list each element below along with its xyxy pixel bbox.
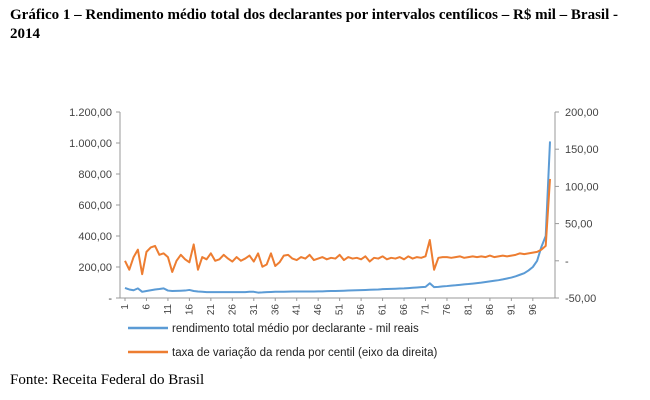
legend: rendimento total médio por declarante - … [128,323,437,359]
legend-label-series-2: taxa de variação da renda por centil (ei… [172,347,437,359]
left-tick-label: 400,00 [78,231,112,243]
x-tick-label: 76 [442,304,453,316]
chart-title: Gráfico 1 – Rendimento médio total dos d… [10,7,618,42]
left-tick-label: 800,00 [78,169,112,181]
source-note: Fonte: Receita Federal do Brasil [10,372,205,388]
x-tick-label: 56 [356,304,367,316]
x-tick-label: 16 [184,304,195,316]
x-tick-label: 66 [399,304,410,316]
series-line-rendimento [124,141,551,294]
x-tick-label: 26 [227,304,238,316]
x-tick-label: 41 [292,304,303,316]
x-tick-label: 51 [335,304,346,316]
right-tick-label: 50,00 [565,219,593,231]
x-tick-label: 91 [506,304,517,316]
x-tick-label: 21 [206,304,217,316]
x-tick-label: 96 [528,304,539,316]
x-tick-label: 46 [313,304,324,316]
left-tick-label: 600,00 [78,200,112,212]
right-tick-label: -50,00 [565,293,596,305]
x-tick-label: 6 [141,304,152,310]
x-tick-label: 71 [421,304,432,316]
right-tick-label: 100,00 [565,181,599,193]
right-tick-label: 150,00 [565,144,599,156]
left-tick-label: 1.000,00 [69,138,112,150]
x-tick-label: 86 [485,304,496,316]
legend-label-series-1: rendimento total médio por declarante - … [172,323,419,335]
series-line-taxa-variacao [124,178,551,276]
x-tick-label: 1 [120,304,131,310]
x-tick-label: 31 [249,304,260,316]
x-tick-label: 11 [163,304,174,315]
x-tick-label: 81 [463,304,474,316]
plot-area [124,141,551,294]
x-tick-label: 36 [270,304,281,316]
left-tick-label: 200,00 [78,262,112,274]
left-tick-label: - [108,293,112,305]
left-tick-label: 1.200,00 [69,107,112,119]
x-tick-label: 61 [378,304,389,316]
right-tick-label: - [565,256,569,268]
left-y-axis: - 200,00 400,00 600,00 800,00 1.000,00 1.200,0… [69,107,121,305]
x-axis: 1 6 11 16 21 26 31 36 41 46 51 56 61 66 71 76 81 86 91 96 [120,297,555,316]
right-tick-label: 200,00 [565,107,599,119]
